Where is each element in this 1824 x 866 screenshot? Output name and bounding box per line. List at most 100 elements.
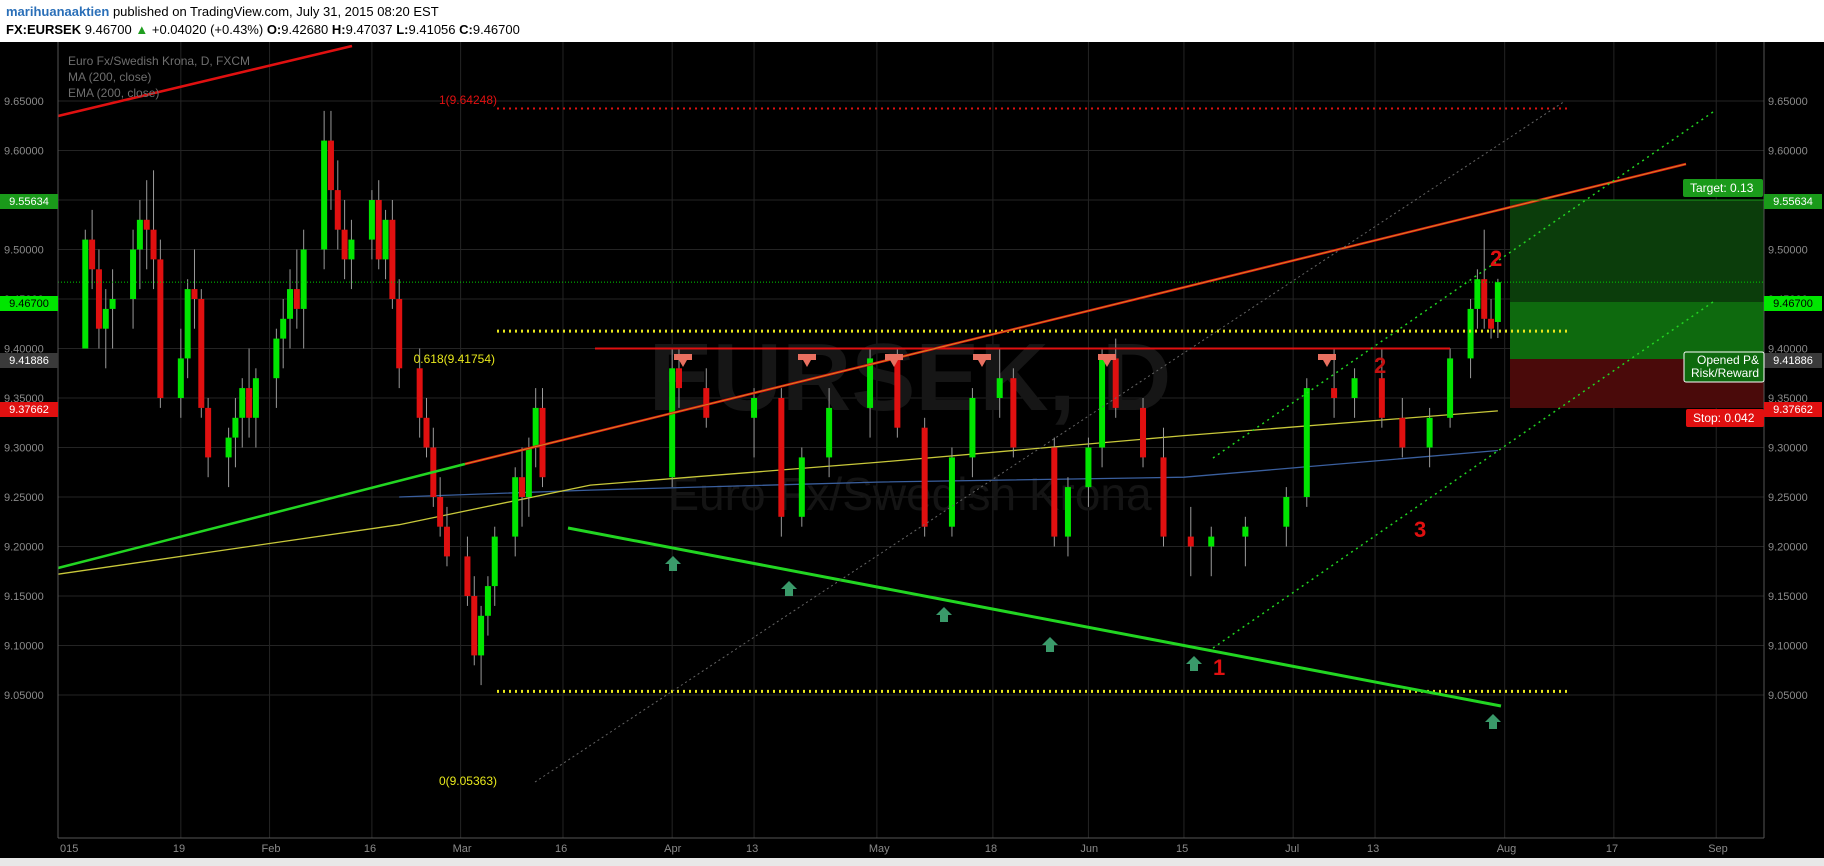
candle-bull bbox=[826, 407, 833, 458]
candle-bear bbox=[95, 269, 102, 329]
down-arrow-icon bbox=[1098, 354, 1116, 367]
ohlc-line: FX:EURSEK 9.46700 ▲ +0.04020 (+0.43%) O:… bbox=[6, 22, 520, 37]
candle-bull bbox=[273, 338, 280, 379]
candle-bull bbox=[1447, 358, 1454, 418]
candle-bull bbox=[1283, 497, 1290, 527]
left-stop-tag bbox=[0, 402, 58, 417]
target-badge-text: Target: 0.13 bbox=[1690, 181, 1754, 195]
candle-bear bbox=[416, 368, 423, 418]
lower-green-trendline bbox=[567, 526, 1502, 708]
y-tick-right: 9.30000 bbox=[1768, 443, 1808, 455]
candle-bear bbox=[246, 388, 253, 418]
fib-level-0618-label: 0.618(9.41754) bbox=[414, 352, 495, 366]
candle-bull bbox=[669, 368, 676, 478]
candle-bull bbox=[1494, 282, 1501, 322]
x-tick-label: 17 bbox=[1606, 843, 1618, 855]
opened-badge[interactable] bbox=[1683, 351, 1765, 383]
y-tick-right: 9.65000 bbox=[1768, 96, 1808, 108]
y-tick-right: 9.60000 bbox=[1768, 146, 1808, 158]
candle-bear bbox=[191, 289, 198, 299]
high-value: 9.47037 bbox=[345, 22, 393, 37]
stop-badge-text: Stop: 0.042 bbox=[1693, 411, 1755, 425]
candle-bull bbox=[484, 586, 491, 616]
candle-bull bbox=[184, 289, 191, 359]
candle-bull bbox=[948, 457, 955, 527]
wave-3-label: 3 bbox=[1414, 517, 1426, 542]
right-target-tag bbox=[1764, 194, 1822, 209]
candle-bear bbox=[539, 407, 546, 478]
candle-bull bbox=[1303, 388, 1310, 497]
candle-bull bbox=[525, 447, 532, 497]
down-arrow-icon bbox=[674, 354, 692, 367]
up-arrow-icon bbox=[781, 581, 797, 596]
candle-bear bbox=[1331, 388, 1338, 398]
opened-badge-text: Opened P& bbox=[1697, 353, 1759, 367]
fib-level-1-label: 1(9.64248) bbox=[439, 93, 497, 107]
y-tick-left: 9.40000 bbox=[4, 344, 44, 356]
up-arrow-icon bbox=[665, 556, 681, 571]
up-arrow-icon bbox=[1186, 656, 1202, 671]
price-tags: 9.55634 9.46700 9.41886 9.37662 9.55634 … bbox=[0, 194, 1822, 417]
x-tick-label: 16 bbox=[364, 843, 376, 855]
y-tick-left: 9.60000 bbox=[4, 146, 44, 158]
stop-badge bbox=[1686, 409, 1764, 427]
down-arrow-icon bbox=[798, 354, 816, 367]
candle-bull bbox=[348, 239, 355, 260]
candle-bear bbox=[519, 477, 526, 497]
profit-zone bbox=[1510, 302, 1764, 359]
up-arrow-icon bbox=[1485, 714, 1501, 729]
x-tick-label: 015 bbox=[60, 843, 78, 855]
right-stop-tag bbox=[1764, 402, 1822, 417]
left-stop-text: 9.37662 bbox=[9, 404, 49, 416]
left-last-tag bbox=[0, 296, 58, 311]
price-chart[interactable]: EURSEK, D Euro Fx/Swedish Krona 1(9.6424… bbox=[0, 42, 1824, 866]
y-tick-left: 9.15000 bbox=[4, 591, 44, 603]
candle-bear bbox=[1399, 417, 1406, 448]
candle-bear bbox=[143, 219, 150, 230]
price-change: +0.04020 (+0.43%) bbox=[151, 22, 264, 37]
down-arrow-icon bbox=[885, 354, 903, 367]
markers bbox=[665, 354, 1501, 729]
author-link[interactable]: marihuanaaktien bbox=[6, 4, 110, 19]
candle-bear bbox=[1140, 407, 1147, 458]
candle-bear bbox=[1187, 536, 1194, 547]
publish-info: published on TradingView.com, July 31, 2… bbox=[112, 4, 439, 19]
axes: 9.650009.650009.600009.600009.550009.550… bbox=[4, 96, 1808, 855]
candle-bull bbox=[177, 358, 184, 398]
candle-bull bbox=[1474, 279, 1481, 309]
candles bbox=[82, 110, 1501, 686]
candle-bear bbox=[443, 526, 450, 557]
watermark-symbol: EURSEK, D bbox=[649, 324, 1172, 431]
candle-bull bbox=[82, 239, 89, 349]
candle-bear bbox=[205, 407, 212, 458]
candle-bull bbox=[1064, 487, 1071, 537]
right-entry-tag bbox=[1764, 353, 1822, 368]
legend-title: Euro Fx/Swedish Krona, D, FXCM bbox=[68, 54, 250, 68]
candle-bear bbox=[198, 299, 205, 408]
low-label: L: bbox=[396, 22, 409, 37]
candle-bear bbox=[1481, 279, 1488, 319]
right-last-text: 9.46700 bbox=[1773, 298, 1813, 310]
candle-bull bbox=[478, 615, 485, 656]
candle-bull bbox=[136, 219, 143, 250]
y-tick-left: 9.30000 bbox=[4, 443, 44, 455]
legend-ema: EMA (200, close) bbox=[68, 86, 159, 100]
candle-bear bbox=[471, 596, 478, 656]
y-tick-left: 9.25000 bbox=[4, 492, 44, 504]
fib-diagonal bbox=[534, 100, 1566, 783]
up-arrow-icon bbox=[1042, 637, 1058, 652]
chart-background bbox=[0, 42, 1824, 866]
candle-bull bbox=[109, 299, 116, 309]
candle-bull bbox=[300, 249, 307, 309]
bottom-strip bbox=[0, 858, 1824, 866]
y-tick-right: 9.25000 bbox=[1768, 492, 1808, 504]
candle-bull bbox=[1085, 447, 1092, 488]
left-entry-text: 9.41886 bbox=[9, 355, 49, 367]
x-tick-label: May bbox=[869, 843, 890, 855]
fib-level-0-label: 0(9.05363) bbox=[439, 774, 497, 788]
x-tick-label: Sep bbox=[1708, 843, 1728, 855]
candle-bull bbox=[280, 318, 287, 339]
left-target-tag bbox=[0, 194, 58, 209]
upper-red-trendline bbox=[57, 44, 353, 118]
y-tick-left: 9.10000 bbox=[4, 641, 44, 653]
